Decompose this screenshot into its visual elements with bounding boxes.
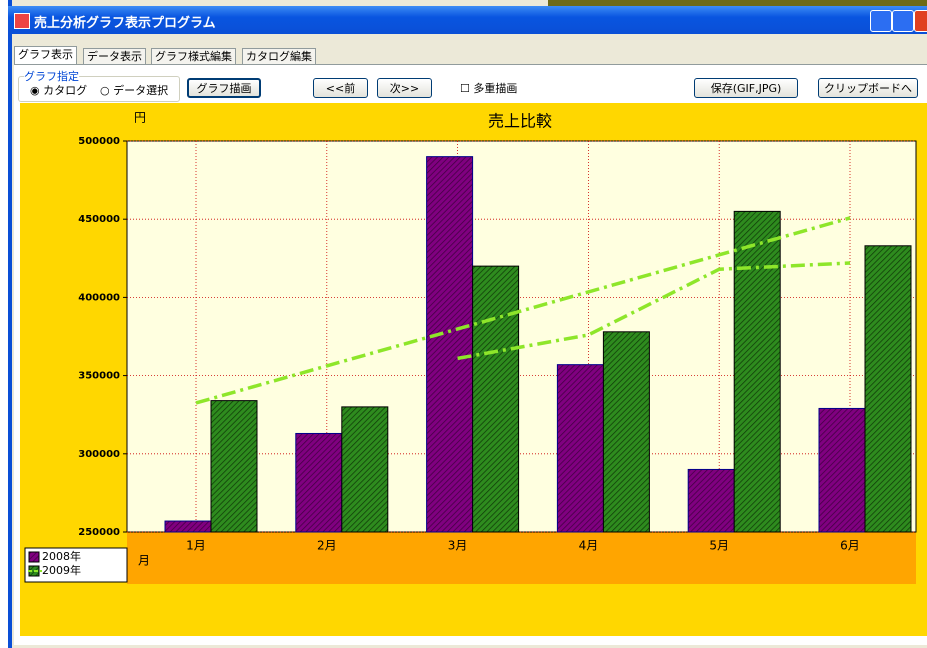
app-icon [14, 13, 30, 29]
x-axis-label: 月 [138, 554, 150, 568]
radio[interactable]: ◉ カタログ [30, 84, 88, 97]
bar [602, 331, 650, 533]
radio[interactable]: ○ データ選択 [100, 84, 169, 97]
bar [556, 364, 604, 533]
bar [341, 406, 389, 533]
y-tick-label: 450000 [78, 214, 120, 225]
y-tick-label: 300000 [78, 449, 120, 460]
button[interactable]: <<前 [313, 78, 368, 98]
y-tick-label: 350000 [78, 371, 120, 382]
x-tick-label: 6月 [840, 539, 860, 553]
x-tick-label: 1月 [186, 539, 206, 553]
bar [687, 468, 735, 533]
button[interactable]: グラフ描画 [187, 78, 261, 98]
tab[interactable]: グラフ表示 [14, 46, 77, 65]
chart-title: 売上比較 [488, 112, 552, 131]
x-tick-label: 2月 [317, 539, 337, 553]
group-box [18, 76, 180, 102]
checkbox-label: 多重描画 [473, 82, 518, 95]
legend-label: 2008年 [42, 549, 81, 563]
tab[interactable]: データ表示 [83, 48, 146, 65]
bar [210, 400, 258, 533]
y-axis-label: 円 [134, 111, 146, 125]
bar [164, 520, 212, 533]
bar [426, 156, 474, 533]
x-tick-label: 4月 [579, 539, 599, 553]
radio-label: カタログ [43, 84, 88, 97]
y-tick-label: 250000 [78, 527, 120, 538]
minimize-button[interactable] [870, 10, 892, 32]
x-tick-label: 3月 [448, 539, 468, 553]
line [195, 216, 851, 405]
legend-swatch [28, 551, 40, 563]
close-button[interactable] [914, 10, 927, 32]
bar [295, 432, 343, 533]
x-tick-label: 5月 [709, 539, 729, 553]
line [457, 261, 851, 361]
bar [864, 245, 912, 533]
background-window [548, 0, 927, 8]
button[interactable]: 次>> [377, 78, 432, 98]
title-bar: 売上分析グラフ表示プログラム [8, 6, 927, 34]
window-title: 売上分析グラフ表示プログラム [34, 16, 216, 31]
button[interactable]: 保存(GIF,JPG) [694, 78, 798, 98]
bar [472, 265, 520, 533]
plot-area [126, 140, 917, 533]
button[interactable]: クリップボードへ [818, 78, 918, 98]
x-axis-band [127, 532, 916, 584]
bar [818, 407, 866, 533]
maximize-button[interactable] [892, 10, 914, 32]
bar [733, 210, 781, 533]
checkbox[interactable]: ☐ 多重描画 [460, 82, 518, 95]
y-tick-label: 500000 [78, 136, 120, 147]
tab[interactable]: カタログ編集 [242, 48, 316, 65]
radio-label: データ選択 [113, 84, 169, 97]
y-tick-label: 400000 [78, 292, 120, 303]
legend-box [24, 547, 128, 583]
legend-label: 2009年 [42, 563, 81, 577]
group-label: グラフ指定 [24, 68, 79, 84]
tab[interactable]: グラフ様式編集 [151, 48, 236, 65]
